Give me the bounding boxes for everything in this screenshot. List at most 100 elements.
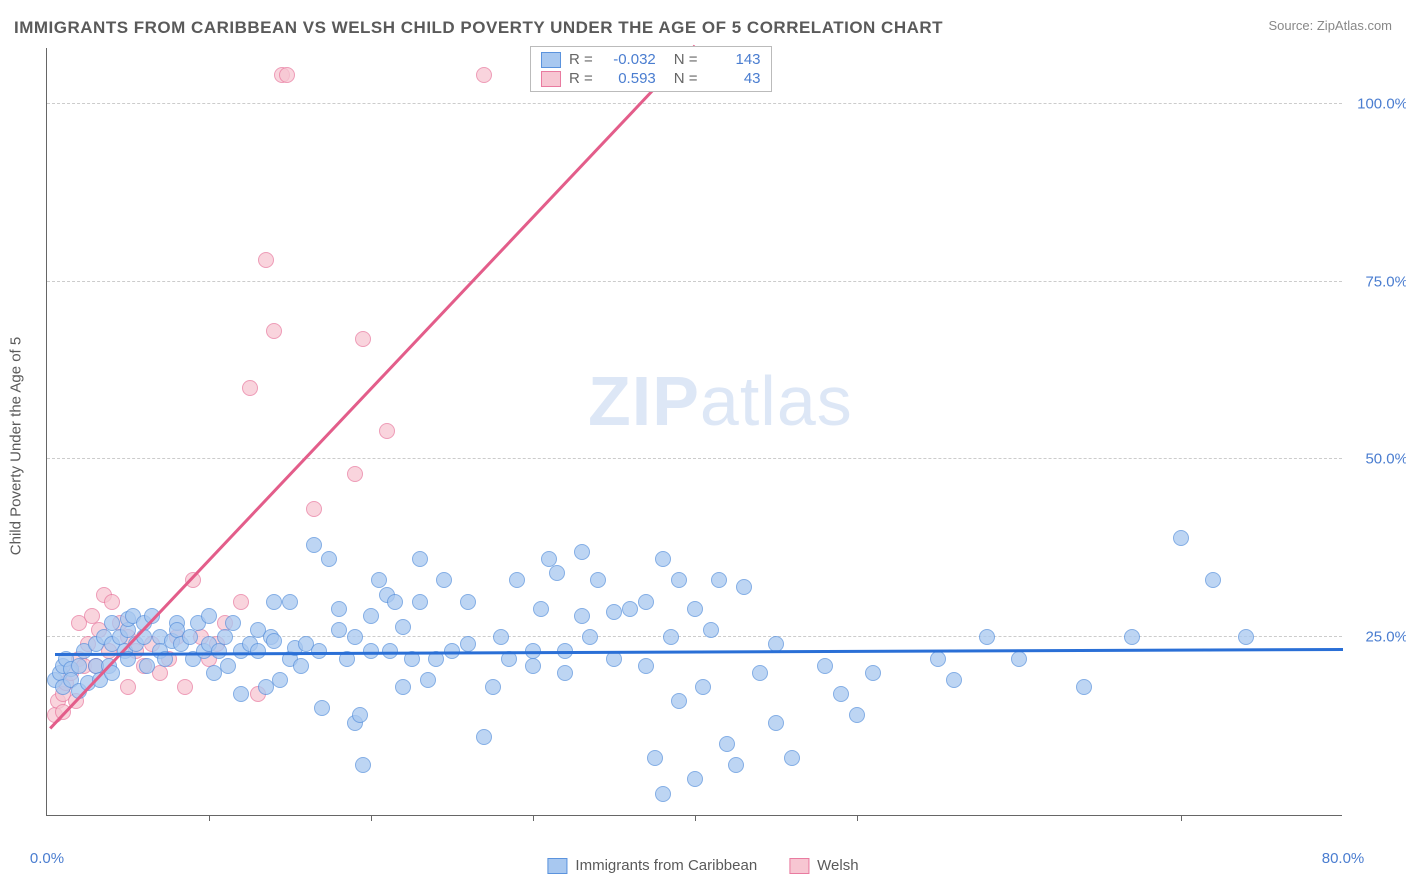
- source-label: Source: ZipAtlas.com: [1268, 18, 1392, 33]
- data-point: [979, 629, 995, 645]
- watermark: ZIPatlas: [588, 361, 853, 441]
- data-point: [363, 608, 379, 624]
- data-point: [606, 604, 622, 620]
- data-point: [242, 380, 258, 396]
- x-tick: [209, 815, 210, 821]
- y-axis-label: Child Poverty Under the Age of 5: [8, 337, 25, 555]
- data-point: [293, 658, 309, 674]
- data-point: [314, 700, 330, 716]
- data-point: [930, 651, 946, 667]
- gridline: [47, 103, 1342, 104]
- data-point: [272, 672, 288, 688]
- data-point: [220, 658, 236, 674]
- data-point: [387, 594, 403, 610]
- gridline: [47, 636, 1342, 637]
- y-tick-label: 25.0%: [1365, 629, 1406, 646]
- data-point: [1205, 572, 1221, 588]
- blue-swatch-icon: [547, 858, 567, 874]
- data-point: [266, 323, 282, 339]
- y-tick-label: 50.0%: [1365, 451, 1406, 468]
- data-point: [687, 601, 703, 617]
- pink-swatch-icon: [789, 858, 809, 874]
- data-point: [104, 594, 120, 610]
- data-point: [728, 757, 744, 773]
- data-point: [201, 608, 217, 624]
- data-point: [282, 594, 298, 610]
- legend-row-pink: R = 0.593 N = 43: [531, 69, 771, 88]
- legend-row-blue: R = -0.032 N = 143: [531, 50, 771, 69]
- data-point: [347, 466, 363, 482]
- data-point: [1124, 629, 1140, 645]
- data-point: [206, 665, 222, 681]
- data-point: [460, 594, 476, 610]
- data-point: [784, 750, 800, 766]
- data-point: [663, 629, 679, 645]
- data-point: [139, 658, 155, 674]
- data-point: [233, 686, 249, 702]
- x-tick-label-left: 0.0%: [30, 850, 64, 867]
- data-point: [703, 622, 719, 638]
- data-point: [321, 551, 337, 567]
- data-point: [647, 750, 663, 766]
- data-point: [1173, 530, 1189, 546]
- x-tick: [533, 815, 534, 821]
- gridline: [47, 281, 1342, 282]
- data-point: [671, 693, 687, 709]
- data-point: [493, 629, 509, 645]
- data-point: [833, 686, 849, 702]
- data-point: [671, 572, 687, 588]
- correlation-legend: R = -0.032 N = 143 R = 0.593 N = 43: [530, 46, 772, 92]
- legend-item-blue: Immigrants from Caribbean: [547, 857, 757, 874]
- y-tick-label: 75.0%: [1365, 273, 1406, 290]
- data-point: [412, 551, 428, 567]
- data-point: [485, 679, 501, 695]
- data-point: [711, 572, 727, 588]
- data-point: [533, 601, 549, 617]
- data-point: [768, 715, 784, 731]
- data-point: [71, 658, 87, 674]
- gridline: [47, 458, 1342, 459]
- data-point: [306, 537, 322, 553]
- data-point: [695, 679, 711, 695]
- data-point: [420, 672, 436, 688]
- data-point: [574, 608, 590, 624]
- y-tick-label: 100.0%: [1357, 95, 1406, 112]
- data-point: [395, 679, 411, 695]
- data-point: [306, 501, 322, 517]
- data-point: [865, 665, 881, 681]
- scatter-plot-area: ZIPatlas 25.0%50.0%75.0%100.0%0.0%80.0%: [46, 48, 1342, 816]
- data-point: [217, 629, 233, 645]
- data-point: [719, 736, 735, 752]
- data-point: [266, 633, 282, 649]
- data-point: [525, 658, 541, 674]
- x-tick-label-right: 80.0%: [1322, 850, 1365, 867]
- data-point: [655, 551, 671, 567]
- data-point: [379, 423, 395, 439]
- data-point: [412, 594, 428, 610]
- trend-line: [49, 45, 696, 729]
- data-point: [347, 629, 363, 645]
- data-point: [460, 636, 476, 652]
- data-point: [1076, 679, 1092, 695]
- data-point: [476, 729, 492, 745]
- data-point: [1011, 651, 1027, 667]
- data-point: [120, 679, 136, 695]
- data-point: [752, 665, 768, 681]
- data-point: [279, 67, 295, 83]
- data-point: [509, 572, 525, 588]
- chart-title: IMMIGRANTS FROM CARIBBEAN VS WELSH CHILD…: [14, 18, 943, 38]
- data-point: [849, 707, 865, 723]
- data-point: [476, 67, 492, 83]
- data-point: [736, 579, 752, 595]
- data-point: [590, 572, 606, 588]
- data-point: [638, 658, 654, 674]
- data-point: [352, 707, 368, 723]
- data-point: [331, 622, 347, 638]
- data-point: [258, 679, 274, 695]
- data-point: [233, 594, 249, 610]
- data-point: [266, 594, 282, 610]
- data-point: [355, 757, 371, 773]
- x-tick: [371, 815, 372, 821]
- data-point: [436, 572, 452, 588]
- data-point: [549, 565, 565, 581]
